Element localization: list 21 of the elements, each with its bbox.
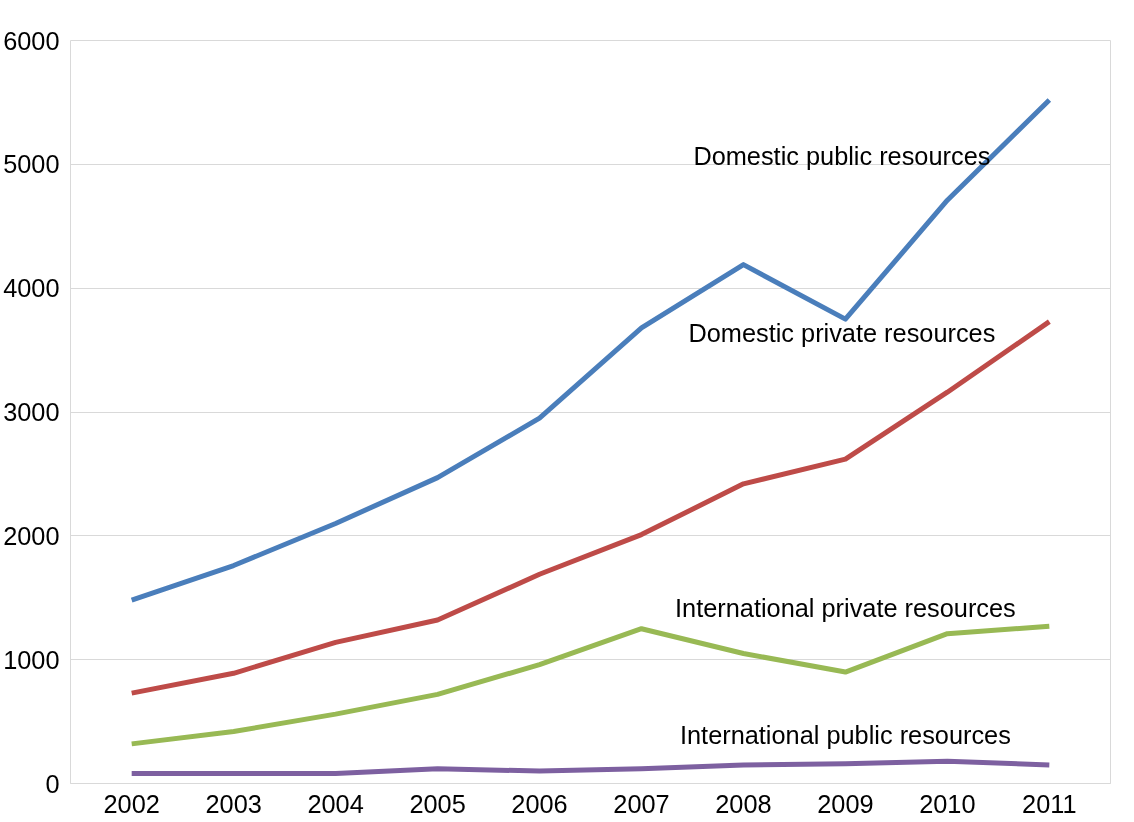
y-tick-label: 2000 <box>3 521 60 550</box>
y-tick-label: 6000 <box>3 26 60 55</box>
x-tick-label: 2010 <box>919 789 976 818</box>
y-tick-label: 4000 <box>3 274 60 303</box>
x-tick-label: 2009 <box>817 789 874 818</box>
series-label: International public resources <box>679 721 1011 750</box>
y-tick-label: 0 <box>45 769 60 798</box>
y-tick-label: 1000 <box>3 645 60 674</box>
x-tick-label: 2004 <box>307 789 364 818</box>
x-tick-label: 2007 <box>613 789 670 818</box>
x-tick-label: 2005 <box>409 789 466 818</box>
y-tick-label: 3000 <box>3 398 60 426</box>
x-tick-label: 2003 <box>205 789 262 818</box>
x-tick-label: 2006 <box>511 789 568 818</box>
series-label: Domestic public resources <box>693 142 991 171</box>
y-tick-label: 5000 <box>3 150 60 179</box>
x-tick-label: 2008 <box>715 789 772 818</box>
series-label: Domestic private resources <box>688 319 996 348</box>
x-tick-label: 2011 <box>1022 789 1077 818</box>
series-label: International private resources <box>675 593 1016 622</box>
x-tick-label: 2002 <box>103 789 160 818</box>
